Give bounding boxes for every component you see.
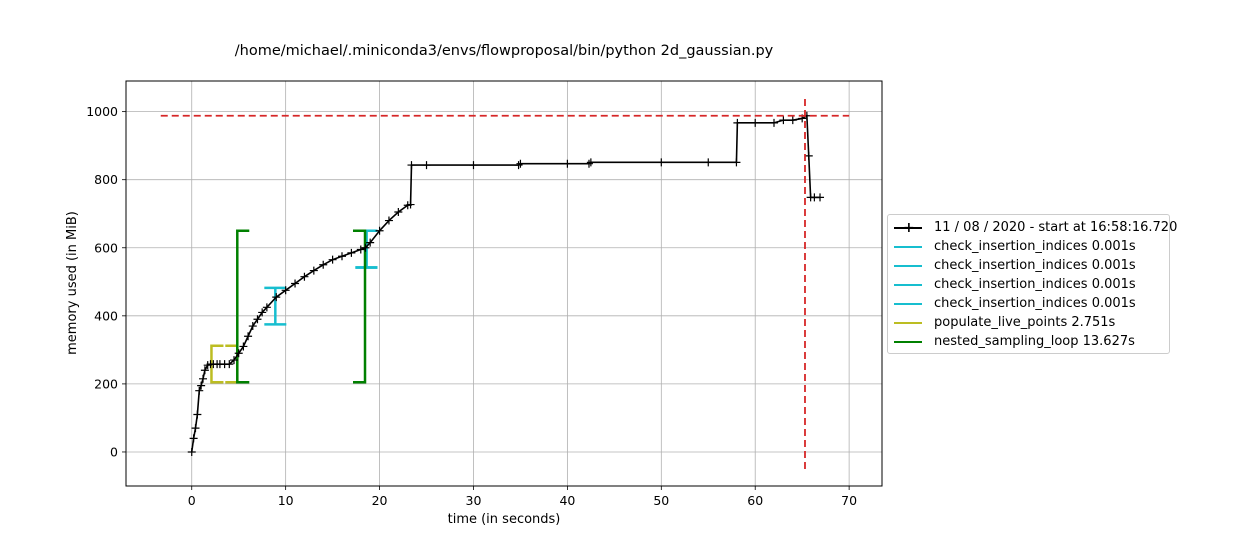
marker-end-bracket: [353, 229, 367, 384]
legend-swatch: [894, 335, 922, 349]
data-point: [779, 116, 788, 125]
data-point: [195, 386, 204, 395]
data-point: [189, 434, 198, 443]
x-tick-label: 70: [841, 493, 857, 508]
y-tick-label: 1000: [86, 104, 118, 119]
marker-start-bracket: [236, 229, 250, 384]
data-point: [197, 381, 206, 390]
data-point: [356, 245, 365, 254]
data-point: [300, 272, 309, 281]
data-point: [422, 161, 431, 170]
data-point: [732, 158, 741, 167]
legend-swatch: [894, 259, 922, 273]
legend-label: populate_live_points 2.751s: [934, 315, 1116, 330]
data-point: [366, 238, 375, 247]
data-point: [584, 159, 593, 168]
data-point: [816, 193, 825, 202]
legend-label: 11 / 08 / 2020 - start at 16:58:16.720: [934, 220, 1178, 235]
legend-swatch: [894, 278, 922, 292]
data-point: [347, 248, 356, 257]
data-point: [199, 374, 208, 383]
data-point: [361, 243, 370, 252]
data-point: [586, 158, 595, 167]
data-point: [262, 303, 271, 312]
data-point: [394, 208, 403, 217]
data-point: [657, 158, 666, 167]
legend-label: check_insertion_indices 0.001s: [934, 296, 1136, 311]
legend-entry: check_insertion_indices 0.001s: [894, 275, 1136, 294]
data-point: [733, 118, 742, 127]
y-axis-label: memory used (in MiB): [65, 211, 80, 355]
data-point: [291, 279, 300, 288]
x-axis-label: time (in seconds): [448, 512, 561, 527]
legend-entry: check_insertion_indices 0.001s: [894, 256, 1136, 275]
axes-frame: [125, 80, 883, 487]
data-point: [239, 342, 248, 351]
data-point: [225, 360, 234, 369]
x-tick-label: 20: [372, 493, 388, 508]
legend-entry: +11 / 08 / 2020 - start at 16:58:16.720: [894, 218, 1177, 237]
x-tick-label: 60: [747, 493, 763, 508]
x-tick-label: 40: [559, 493, 575, 508]
legend-entry: populate_live_points 2.751s: [894, 313, 1115, 332]
data-point: [328, 255, 337, 264]
x-tick-label: 10: [278, 493, 294, 508]
data-point: [469, 161, 478, 170]
data-point: [319, 260, 328, 269]
data-point: [272, 293, 281, 302]
data-point: [338, 252, 346, 261]
function-marker: [236, 229, 367, 384]
legend-swatch: +: [894, 221, 922, 235]
legend-label: check_insertion_indices 0.001s: [934, 258, 1136, 273]
data-point: [407, 161, 416, 170]
data-point: [191, 424, 200, 433]
data-point: [281, 286, 290, 295]
legend-label: nested_sampling_loop 13.627s: [934, 334, 1135, 349]
data-point: [187, 447, 196, 456]
y-tick-label: 200: [94, 376, 118, 391]
data-point: [244, 332, 253, 341]
x-tick-label: 50: [653, 493, 669, 508]
y-tick-label: 0: [110, 444, 118, 459]
chart-legend: +11 / 08 / 2020 - start at 16:58:16.720 c…: [887, 214, 1177, 354]
function-marker: [264, 286, 287, 326]
data-point: [375, 226, 384, 235]
y-tick-label: 600: [94, 240, 118, 255]
data-point: [234, 349, 243, 358]
data-point: [406, 200, 415, 209]
data-point: [563, 159, 572, 168]
data-point: [200, 366, 209, 375]
data-point: [309, 266, 318, 275]
data-point: [770, 118, 778, 127]
y-tick-label: 400: [94, 308, 118, 323]
chart-title: /home/michael/.miniconda3/envs/flowpropo…: [235, 43, 774, 59]
data-point: [253, 315, 262, 324]
data-point: [248, 322, 257, 331]
data-point: [704, 158, 713, 167]
data-point: [384, 216, 393, 225]
legend-entry: check_insertion_indices 0.001s: [894, 294, 1136, 313]
data-point: [751, 118, 760, 127]
plot-area: 0 10 20 30 40 50 60 70 0 200 400 600 800 1000: [86, 80, 883, 508]
legend-swatch: [894, 297, 922, 311]
data-point: [804, 151, 813, 160]
data-point: [516, 159, 525, 168]
data-point: [788, 116, 797, 125]
legend-entry: nested_sampling_loop 13.627s: [894, 332, 1135, 351]
legend-swatch: [894, 240, 922, 254]
data-point: [193, 410, 202, 419]
x-tick-label: 0: [188, 493, 196, 508]
data-point: [230, 356, 238, 365]
legend-label: check_insertion_indices 0.001s: [934, 277, 1136, 292]
legend-entry: check_insertion_indices 0.001s: [894, 237, 1136, 256]
y-tick-label: 800: [94, 172, 118, 187]
x-tick-label: 30: [466, 493, 482, 508]
data-point: [258, 308, 267, 317]
data-point: [514, 161, 523, 170]
legend-label: check_insertion_indices 0.001s: [934, 239, 1136, 254]
legend-swatch: [894, 316, 922, 330]
